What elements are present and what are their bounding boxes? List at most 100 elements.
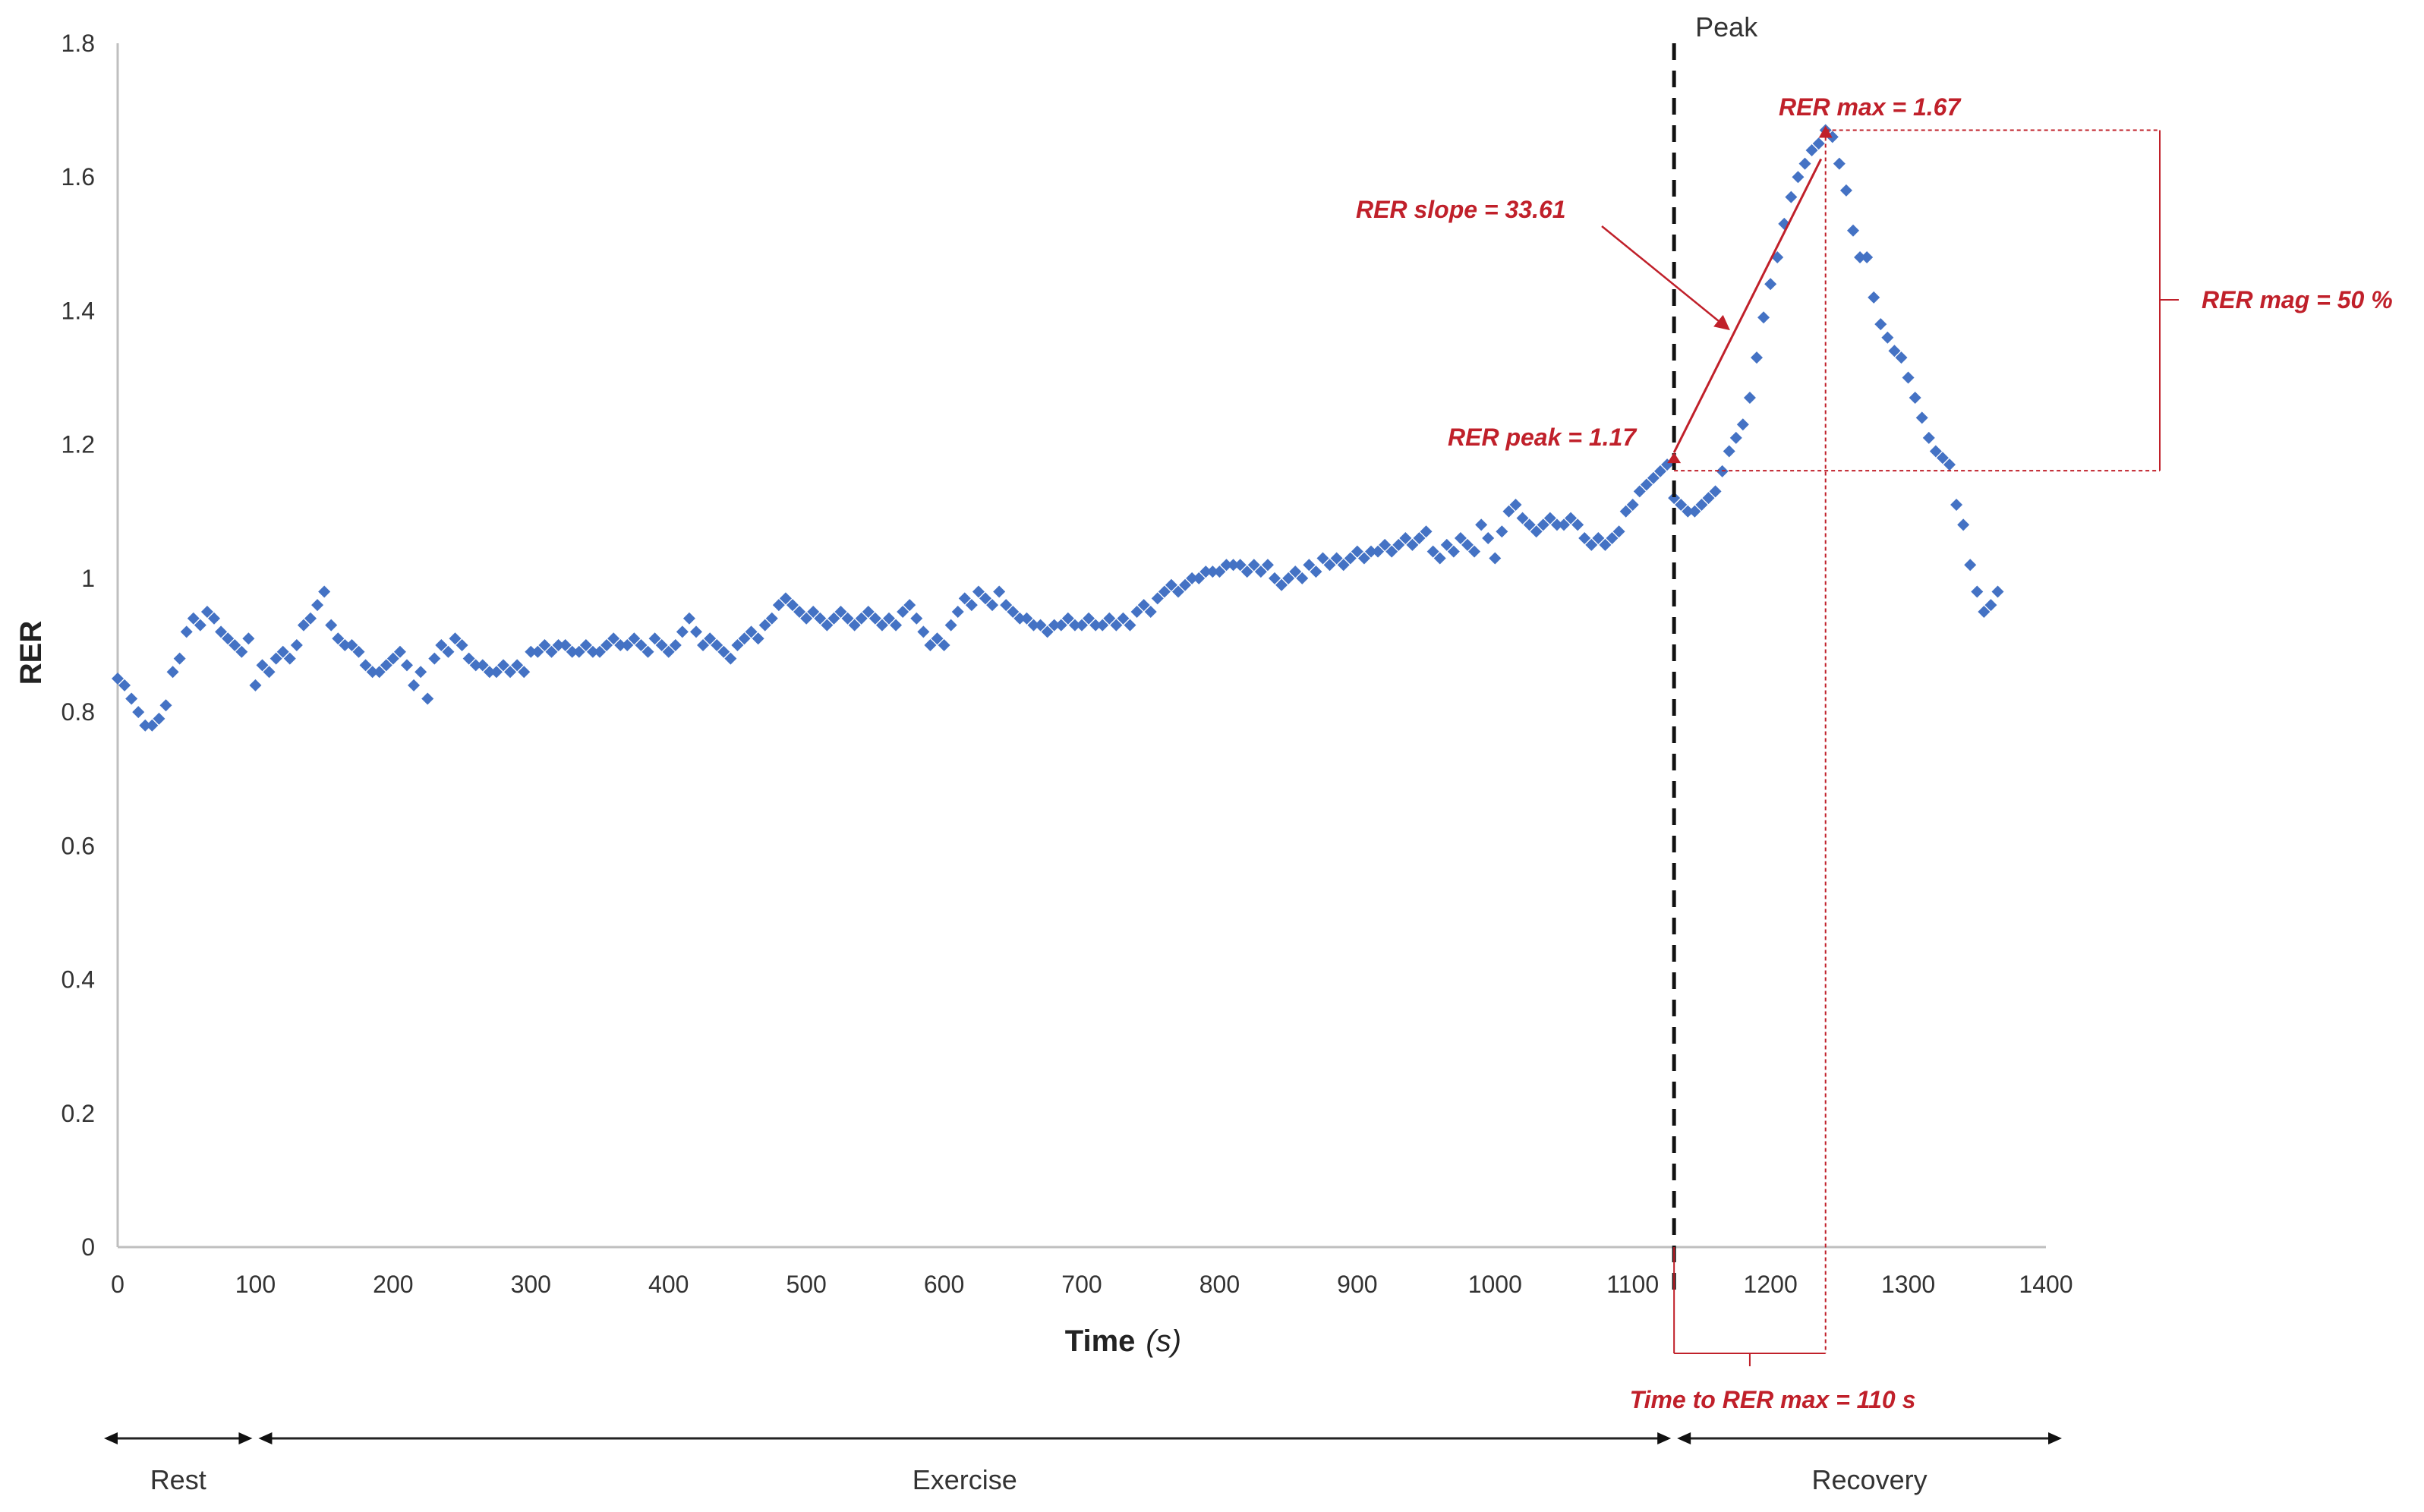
- data-point: [1020, 612, 1033, 625]
- data-point: [304, 612, 317, 625]
- data-point: [256, 659, 269, 672]
- data-point: [1578, 532, 1591, 545]
- data-point: [1922, 431, 1935, 444]
- data-point: [249, 679, 262, 691]
- data-point: [676, 625, 689, 638]
- data-point: [559, 639, 572, 651]
- data-point: [352, 645, 365, 658]
- data-point: [421, 692, 434, 705]
- data-point: [979, 592, 991, 605]
- data-point: [1936, 452, 1949, 465]
- data-point: [890, 619, 903, 632]
- data-point: [173, 652, 186, 665]
- data-point: [1365, 545, 1377, 558]
- data-point: [903, 599, 916, 612]
- data-point: [965, 599, 978, 612]
- data-point: [1454, 532, 1467, 545]
- data-point: [1337, 559, 1350, 572]
- data-point: [1950, 498, 1963, 511]
- rer-peak-label: RER peak = 1.17: [1448, 424, 1638, 451]
- data-point: [415, 666, 427, 679]
- data-point: [159, 699, 172, 712]
- data-point: [1971, 585, 1984, 598]
- phase-arrow-right: [2048, 1432, 2062, 1444]
- y-tick-label: 1: [81, 565, 95, 592]
- data-point: [1984, 599, 1997, 612]
- data-point: [187, 612, 200, 625]
- data-point: [1839, 184, 1852, 197]
- x-tick-label: 1300: [1881, 1271, 1935, 1298]
- data-point: [1213, 565, 1226, 578]
- data-point: [1240, 565, 1253, 578]
- phase-label: Exercise: [913, 1464, 1017, 1495]
- data-point: [1357, 552, 1370, 565]
- data-point: [1592, 532, 1605, 545]
- data-point: [366, 666, 379, 679]
- data-point: [1130, 605, 1143, 618]
- y-tick-label: 0.2: [61, 1100, 95, 1127]
- data-point: [931, 632, 944, 645]
- data-point: [373, 666, 386, 679]
- data-point: [1929, 445, 1942, 458]
- phase-arrow-left: [258, 1432, 273, 1444]
- data-point: [1509, 498, 1522, 511]
- y-tick-label: 0.8: [61, 698, 95, 726]
- data-point: [1964, 559, 1977, 572]
- x-tick-label: 800: [1199, 1271, 1240, 1298]
- data-point: [1110, 619, 1123, 632]
- y-tick-label: 0.4: [61, 966, 95, 994]
- data-point: [1516, 512, 1529, 524]
- y-tick-label: 1.6: [61, 163, 95, 191]
- data-point: [958, 592, 971, 605]
- data-point: [1702, 492, 1715, 505]
- data-point: [704, 632, 717, 645]
- rer-slope-label: RER slope = 33.61: [1356, 196, 1566, 223]
- data-point: [1757, 311, 1770, 324]
- data-point: [538, 639, 551, 651]
- data-point: [1489, 552, 1502, 565]
- phase-label: Rest: [150, 1464, 206, 1495]
- data-point: [1888, 345, 1901, 358]
- data-point: [1502, 505, 1515, 518]
- data-point: [1061, 612, 1074, 625]
- data-point: [511, 659, 524, 672]
- data-point: [1496, 525, 1508, 538]
- data-point: [779, 592, 792, 605]
- data-point: [1785, 191, 1798, 203]
- data-point: [1847, 224, 1859, 237]
- phase-arrow-left: [1677, 1432, 1691, 1444]
- phase-arrow-right: [1657, 1432, 1672, 1444]
- data-point: [386, 652, 399, 665]
- x-tick-label: 1000: [1468, 1271, 1522, 1298]
- data-point: [951, 605, 964, 618]
- data-point: [442, 645, 455, 658]
- data-point: [462, 652, 475, 665]
- data-point: [1316, 552, 1329, 565]
- data-point: [1372, 545, 1385, 558]
- data-point: [566, 645, 578, 658]
- data-point: [408, 679, 421, 691]
- data-point: [1096, 619, 1109, 632]
- data-point: [380, 659, 392, 672]
- data-point: [1165, 578, 1177, 591]
- data-point: [814, 612, 827, 625]
- data-point: [1303, 559, 1316, 572]
- annotations: Peak RER mag = 50 % Time to RER max = 110 …: [1356, 11, 2393, 1413]
- data-point: [222, 632, 235, 645]
- data-point: [1709, 485, 1722, 498]
- data-point: [1083, 612, 1095, 625]
- data-point: [112, 673, 124, 685]
- slope-pointer-arrow: [1601, 225, 1730, 331]
- data-point: [1599, 538, 1612, 551]
- data-point: [1537, 518, 1549, 531]
- data-point: [1461, 538, 1474, 551]
- data-point: [311, 599, 324, 612]
- phase-label: Recovery: [1812, 1464, 1928, 1495]
- data-point: [628, 632, 641, 645]
- data-point: [1550, 518, 1563, 531]
- data-point: [118, 679, 131, 691]
- data-point: [497, 659, 509, 672]
- data-point: [242, 632, 255, 645]
- x-axis-title-unit: (s): [1146, 1325, 1181, 1358]
- data-point: [738, 632, 751, 645]
